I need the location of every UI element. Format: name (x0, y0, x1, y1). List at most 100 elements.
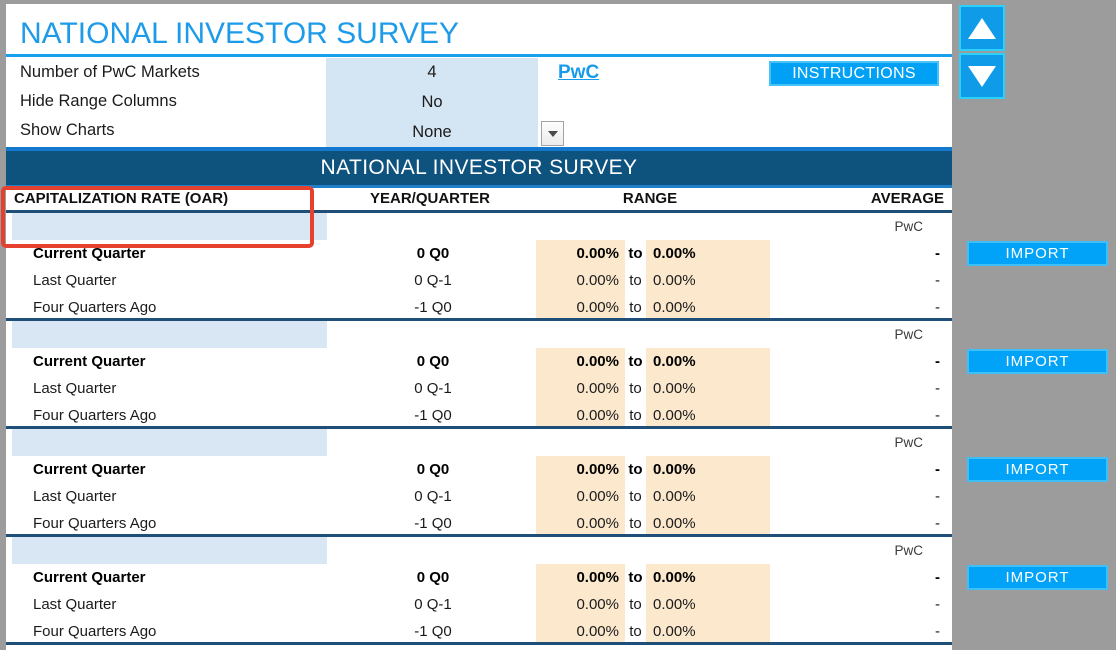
column-header-range: RANGE (622, 190, 678, 207)
provider-label: PwC (894, 219, 923, 234)
provider-label: PwC (894, 543, 923, 558)
provider-label: PwC (894, 435, 923, 450)
row-label: Four Quarters Ago (33, 515, 157, 532)
year-quarter-value: -1 Q0 (414, 515, 452, 532)
range-low-cell[interactable]: 0.00% (536, 294, 625, 321)
range-high-cell[interactable]: 0.00% (646, 240, 770, 267)
range-high-cell[interactable]: 0.00% (646, 294, 770, 321)
range-to-label: to (629, 407, 642, 424)
column-header-average: AVERAGE (870, 190, 944, 207)
range-high-cell[interactable]: 0.00% (646, 267, 770, 294)
average-value: - (935, 515, 940, 532)
range-to-label: to (629, 488, 642, 505)
average-value: - (935, 623, 940, 640)
range-high-cell[interactable]: 0.00% (646, 402, 770, 429)
row-label: Last Quarter (33, 380, 117, 397)
range-to-label: to (628, 245, 643, 262)
range-high-cell[interactable]: 0.00% (646, 483, 770, 510)
year-quarter-value: 0 Q-1 (414, 272, 452, 289)
table-row: Four Quarters Ago -1 Q0 0.00% to 0.00% - (6, 402, 952, 429)
market-name-band[interactable] (12, 537, 327, 564)
market-name-band[interactable] (12, 213, 327, 240)
range-high-cell[interactable]: 0.00% (646, 618, 770, 645)
section-separator (6, 534, 952, 537)
range-low-cell[interactable]: 0.00% (536, 240, 625, 267)
range-high-cell[interactable]: 0.00% (646, 456, 770, 483)
row-label: Last Quarter (33, 596, 117, 613)
range-to-label: to (629, 515, 642, 532)
range-low-cell[interactable]: 0.00% (536, 510, 625, 537)
divider-line (6, 185, 952, 188)
row-label: Four Quarters Ago (33, 299, 157, 316)
row-label: Current Quarter (33, 245, 146, 262)
year-quarter-value: 0 Q-1 (414, 380, 452, 397)
year-quarter-value: 0 Q0 (416, 461, 450, 478)
range-high-cell[interactable]: 0.00% (646, 591, 770, 618)
average-value: - (935, 245, 940, 262)
divider-line (6, 147, 952, 151)
instructions-button[interactable]: INSTRUCTIONS (769, 61, 939, 86)
show-charts-value-cell[interactable]: None (412, 122, 452, 141)
market-name-band[interactable] (12, 321, 327, 348)
down-arrow-icon (968, 65, 996, 87)
average-value: - (935, 407, 940, 424)
year-quarter-value: 0 Q0 (416, 353, 450, 370)
import-button-3[interactable]: IMPORT (967, 457, 1108, 482)
section-separator (6, 642, 952, 645)
import-button-1[interactable]: IMPORT (967, 241, 1108, 266)
market-section: PwC Current Quarter 0 Q0 0.00% to 0.00% … (6, 429, 952, 537)
control-values-block: 4 No None (326, 58, 538, 147)
range-to-label: to (628, 461, 643, 478)
average-value: - (935, 299, 940, 316)
hide-range-value-cell[interactable]: No (421, 93, 443, 111)
average-value: - (935, 380, 940, 397)
scroll-up-button[interactable] (959, 5, 1005, 51)
column-header-cap-rate: CAPITALIZATION RATE (OAR) (14, 190, 229, 207)
average-value: - (935, 353, 940, 370)
import-button-2[interactable]: IMPORT (967, 349, 1108, 374)
range-low-cell[interactable]: 0.00% (536, 375, 625, 402)
row-label: Current Quarter (33, 461, 146, 478)
control-label-markets: Number of PwC Markets (20, 63, 200, 81)
range-high-cell[interactable]: 0.00% (646, 348, 770, 375)
range-low-cell[interactable]: 0.00% (536, 483, 625, 510)
table-row: Current Quarter 0 Q0 0.00% to 0.00% - (6, 456, 952, 483)
range-high-cell[interactable]: 0.00% (646, 564, 770, 591)
pwc-link[interactable]: PwC (558, 62, 600, 83)
average-value: - (935, 272, 940, 289)
table-row: Last Quarter 0 Q-1 0.00% to 0.00% - (6, 375, 952, 402)
range-low-cell[interactable]: 0.00% (536, 618, 625, 645)
row-label: Four Quarters Ago (33, 407, 157, 424)
table-row: Four Quarters Ago -1 Q0 0.00% to 0.00% - (6, 618, 952, 645)
show-charts-dropdown-button[interactable] (541, 121, 564, 146)
scroll-down-button[interactable] (959, 53, 1005, 99)
range-low-cell[interactable]: 0.00% (536, 564, 625, 591)
up-arrow-icon (968, 17, 996, 39)
table-row: Last Quarter 0 Q-1 0.00% to 0.00% - (6, 483, 952, 510)
chevron-down-icon (547, 130, 558, 137)
spreadsheet-area: NATIONAL INVESTOR SURVEY Number of PwC M… (6, 4, 952, 650)
range-to-label: to (629, 272, 642, 289)
average-value: - (935, 596, 940, 613)
section-separator (6, 426, 952, 429)
average-value: - (935, 569, 940, 586)
market-section: PwC Current Quarter 0 Q0 0.00% to 0.00% … (6, 321, 952, 429)
markets-value-cell[interactable]: 4 (427, 63, 437, 82)
range-low-cell[interactable]: 0.00% (536, 348, 625, 375)
column-header-year-quarter: YEAR/QUARTER (369, 190, 490, 207)
table-row: Current Quarter 0 Q0 0.00% to 0.00% - (6, 564, 952, 591)
range-low-cell[interactable]: 0.00% (536, 456, 625, 483)
range-low-cell[interactable]: 0.00% (536, 267, 625, 294)
market-section: PwC Current Quarter 0 Q0 0.00% to 0.00% … (6, 213, 952, 321)
market-name-band[interactable] (12, 429, 327, 456)
range-high-cell[interactable]: 0.00% (646, 375, 770, 402)
range-low-cell[interactable]: 0.00% (536, 402, 625, 429)
year-quarter-value: -1 Q0 (414, 623, 452, 640)
range-low-cell[interactable]: 0.00% (536, 591, 625, 618)
average-value: - (935, 461, 940, 478)
table-row: Four Quarters Ago -1 Q0 0.00% to 0.00% - (6, 294, 952, 321)
import-button-4[interactable]: IMPORT (967, 565, 1108, 590)
title-underline (6, 54, 952, 57)
range-high-cell[interactable]: 0.00% (646, 510, 770, 537)
